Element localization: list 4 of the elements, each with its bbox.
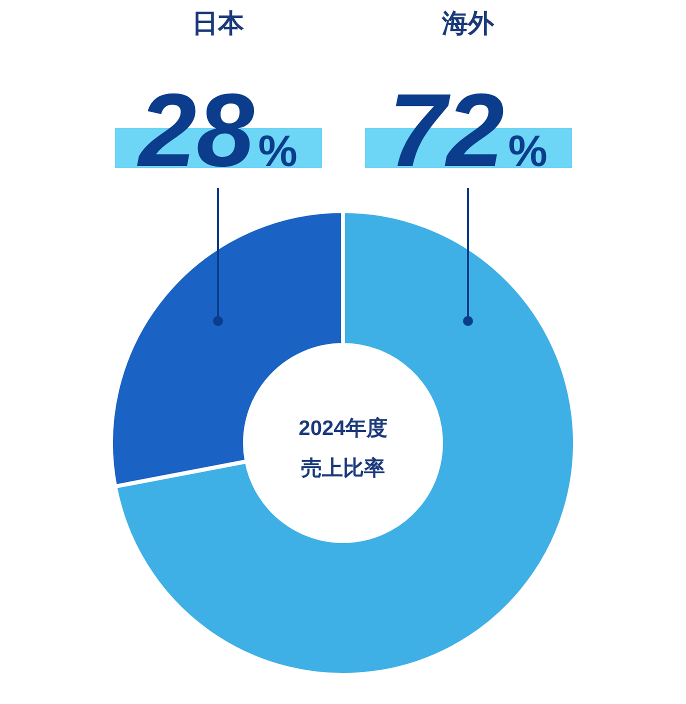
slice-label: 海外 xyxy=(441,8,495,38)
text: 2024年度 xyxy=(298,416,388,440)
slice-label: 日本 xyxy=(192,8,245,38)
text: 売上比率 xyxy=(301,456,385,480)
